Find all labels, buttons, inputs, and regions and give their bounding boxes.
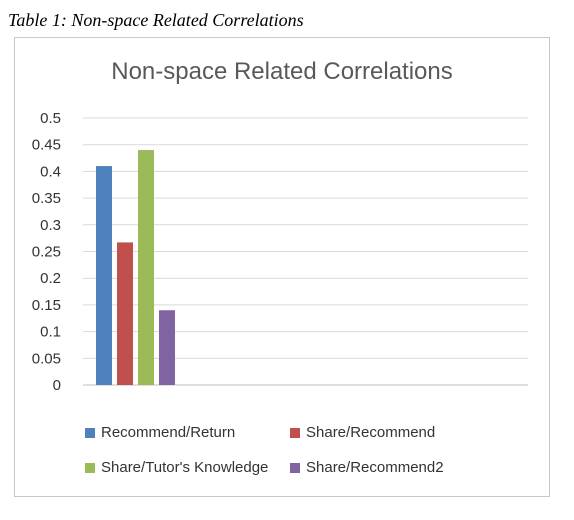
y-tick-label: 0.4 — [40, 163, 61, 180]
legend-swatch — [85, 427, 95, 438]
chart-title: Non-space Related Correlations — [111, 58, 453, 85]
legend-item: Recommend/Return — [85, 424, 235, 441]
y-tick-label: 0.5 — [40, 110, 61, 127]
legend-item: Share/Recommend2 — [290, 459, 444, 476]
bar-share-recommend — [117, 242, 133, 385]
chart-frame: Non-space Related Correlations 0 0.05 0.1 0… — [14, 37, 550, 497]
y-tick-label: 0.25 — [32, 244, 61, 261]
legend-item: Share/Recommend — [290, 424, 435, 441]
legend-swatch — [290, 427, 300, 438]
legend-swatch — [85, 462, 95, 473]
bar-share-recommend2 — [159, 310, 175, 385]
legend-item: Share/Tutor's Knowledge — [85, 459, 268, 476]
bar-recommend-return — [96, 166, 112, 385]
y-tick-label: 0.35 — [32, 190, 61, 207]
legend-label: Share/Tutor's Knowledge — [101, 459, 269, 476]
y-tick-label: 0.45 — [32, 137, 61, 154]
legend-swatch — [290, 462, 300, 473]
y-tick-label: 0.05 — [32, 350, 61, 367]
chart-plot-area: 0 0.05 0.1 0.15 0.2 0.25 0.3 0.35 0.4 0.45 0.5 — [32, 110, 528, 394]
y-tick-label: 0.1 — [40, 324, 61, 341]
y-tick-label: 0.2 — [40, 270, 61, 287]
legend-label: Share/Recommend2 — [306, 459, 444, 476]
y-tick-label: 0.3 — [40, 217, 61, 234]
legend-label: Share/Recommend — [306, 424, 436, 441]
legend-label: Recommend/Return — [101, 424, 236, 441]
y-tick-label: 0.15 — [32, 297, 61, 314]
y-tick-label: 0 — [53, 377, 61, 394]
table-caption: Table 1: Non-space Related Correlations — [8, 10, 304, 30]
bar-share-tutor-s-knowledge — [138, 150, 154, 385]
